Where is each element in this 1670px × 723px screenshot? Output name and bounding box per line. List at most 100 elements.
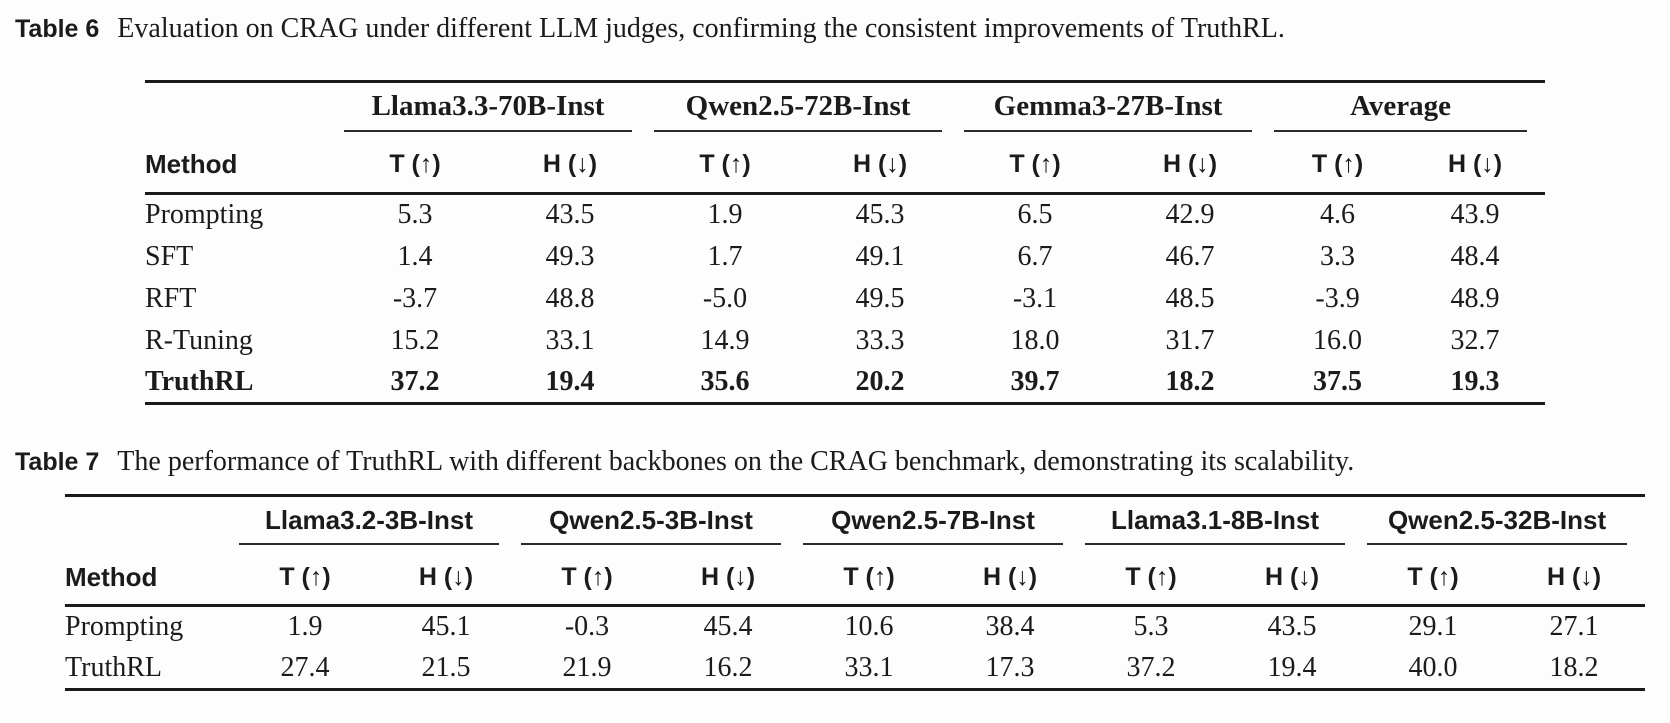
corner-cell xyxy=(65,496,235,551)
value-cell: 18.2 xyxy=(1165,365,1215,397)
group-header-label: Qwen2.5-3B-Inst xyxy=(549,504,753,535)
value-cell: -3.1 xyxy=(1012,282,1058,314)
method-column-header: Method xyxy=(145,137,340,195)
value-cell: 48.5 xyxy=(1165,282,1215,314)
value-cell: 43.5 xyxy=(545,199,595,231)
value-cell: 46.7 xyxy=(1165,240,1215,272)
value-cell: 27.4 xyxy=(280,651,330,683)
value-cell: 43.9 xyxy=(1450,199,1500,231)
table-row: TruthRL 27.4 21.5 21.9 16.2 33.1 17.3 37.2 19.4 4… xyxy=(65,648,1645,690)
group-header-label: Llama3.2-3B-Inst xyxy=(264,504,474,535)
value-cell: 39.7 xyxy=(1010,365,1060,397)
value-cell: 18.2 xyxy=(1549,651,1599,683)
col-header-h: H (↓) xyxy=(657,550,800,607)
value-cell: 33.3 xyxy=(855,324,905,356)
value-cell: 20.2 xyxy=(855,365,905,397)
table-row: TruthRL 37.2 19.4 35.6 20.2 39.7 18.2 37.5 19.3 xyxy=(145,362,1545,404)
group-header-label: Gemma3-27B-Inst xyxy=(993,90,1223,123)
group-header-label: Qwen2.5-72B-Inst xyxy=(685,90,911,123)
table-row: R-Tuning 15.2 33.1 14.9 33.3 18.0 31.7 16.0 32.7 xyxy=(145,320,1545,362)
table6-caption-label: Table 6 xyxy=(15,15,100,43)
group-header: Qwen2.5-72B-Inst xyxy=(650,82,960,138)
value-cell: 19.4 xyxy=(1267,651,1317,683)
table7-caption-label: Table 7 xyxy=(15,448,100,476)
value-cell: 10.6 xyxy=(844,611,894,643)
value-cell: 1.9 xyxy=(287,611,323,643)
col-header-h: H (↓) xyxy=(800,137,961,195)
method-cell: SFT xyxy=(145,240,194,272)
value-cell: 1.7 xyxy=(707,240,743,272)
value-cell: 18.0 xyxy=(1010,324,1060,356)
table7-caption-text: The performance of TruthRL with differen… xyxy=(117,446,1355,477)
method-cell: R-Tuning xyxy=(145,324,253,356)
value-cell: 45.1 xyxy=(421,611,471,643)
group-header: Qwen2.5-3B-Inst xyxy=(517,496,799,551)
value-cell: 5.3 xyxy=(397,199,433,231)
value-cell: 37.5 xyxy=(1313,365,1363,397)
value-cell: 5.3 xyxy=(1133,611,1169,643)
value-cell: 33.1 xyxy=(545,324,595,356)
col-header-h: H (↓) xyxy=(1503,550,1646,607)
col-header-h: H (↓) xyxy=(1110,137,1271,195)
value-cell: 21.5 xyxy=(421,651,471,683)
group-header: Average xyxy=(1270,82,1545,138)
method-cell: Prompting xyxy=(145,199,264,231)
method-cell: TruthRL xyxy=(145,365,254,397)
value-cell: 17.3 xyxy=(985,651,1035,683)
group-header: Gemma3-27B-Inst xyxy=(960,82,1270,138)
value-cell: -3.9 xyxy=(1315,282,1360,314)
value-cell: 33.1 xyxy=(844,651,894,683)
value-cell: 49.3 xyxy=(545,240,595,272)
document-page: Table 6 Evaluation on CRAG under differen… xyxy=(0,12,1670,723)
group-header: Llama3.3-70B-Inst xyxy=(340,82,650,138)
value-cell: 4.6 xyxy=(1320,199,1356,231)
method-cell: RFT xyxy=(145,282,197,314)
value-cell: 3.3 xyxy=(1320,240,1356,272)
table7-caption: Table 7 The performance of TruthRL with d… xyxy=(0,445,1670,479)
value-cell: 45.3 xyxy=(855,199,905,231)
method-cell: Prompting xyxy=(65,611,184,643)
col-header-t: T (↑) xyxy=(235,550,375,607)
col-header-t: T (↑) xyxy=(1081,550,1222,607)
group-header: Qwen2.5-32B-Inst xyxy=(1363,496,1645,551)
value-cell: 49.5 xyxy=(855,282,905,314)
col-header-h: H (↓) xyxy=(375,550,518,607)
corner-cell xyxy=(145,82,340,138)
col-header-t: T (↑) xyxy=(1363,550,1504,607)
value-cell: 35.6 xyxy=(700,365,750,397)
value-cell: 43.5 xyxy=(1267,611,1317,643)
value-cell: 42.9 xyxy=(1165,199,1215,231)
col-header-t: T (↑) xyxy=(650,137,801,195)
value-cell: 37.2 xyxy=(1126,651,1176,683)
value-cell: 37.2 xyxy=(390,365,440,397)
value-cell: 16.0 xyxy=(1313,324,1363,356)
value-cell: 16.2 xyxy=(703,651,753,683)
table6-caption: Table 6 Evaluation on CRAG under differen… xyxy=(0,12,1670,46)
value-cell: 21.9 xyxy=(562,651,612,683)
value-cell: 38.4 xyxy=(985,611,1035,643)
group-header-label: Qwen2.5-7B-Inst xyxy=(831,504,1035,535)
value-cell: -5.0 xyxy=(702,282,748,314)
group-header: Llama3.1-8B-Inst xyxy=(1081,496,1363,551)
table6-caption-text: Evaluation on CRAG under different LLM j… xyxy=(117,13,1285,44)
col-header-t: T (↑) xyxy=(1270,137,1406,195)
group-header-label: Average xyxy=(1350,90,1451,123)
col-header-h: H (↓) xyxy=(490,137,651,195)
col-header-t: T (↑) xyxy=(340,137,490,195)
value-cell: -0.3 xyxy=(564,611,610,643)
value-cell: 14.9 xyxy=(700,324,750,356)
table7: Llama3.2-3B-Inst Qwen2.5-3B-Inst Qwen2.5-7… xyxy=(65,494,1646,691)
method-cell: TruthRL xyxy=(65,651,163,683)
value-cell: 48.4 xyxy=(1450,240,1500,272)
value-cell: 48.9 xyxy=(1450,282,1500,314)
value-cell: 48.8 xyxy=(545,282,595,314)
col-header-h: H (↓) xyxy=(1405,137,1546,195)
value-cell: 45.4 xyxy=(703,611,753,643)
col-header-h: H (↓) xyxy=(1221,550,1364,607)
group-header: Qwen2.5-7B-Inst xyxy=(799,496,1081,551)
value-cell: 29.1 xyxy=(1408,611,1458,643)
method-column-header: Method xyxy=(65,550,235,607)
value-cell: 49.1 xyxy=(855,240,905,272)
value-cell: 1.9 xyxy=(707,199,743,231)
value-cell: 15.2 xyxy=(390,324,440,356)
